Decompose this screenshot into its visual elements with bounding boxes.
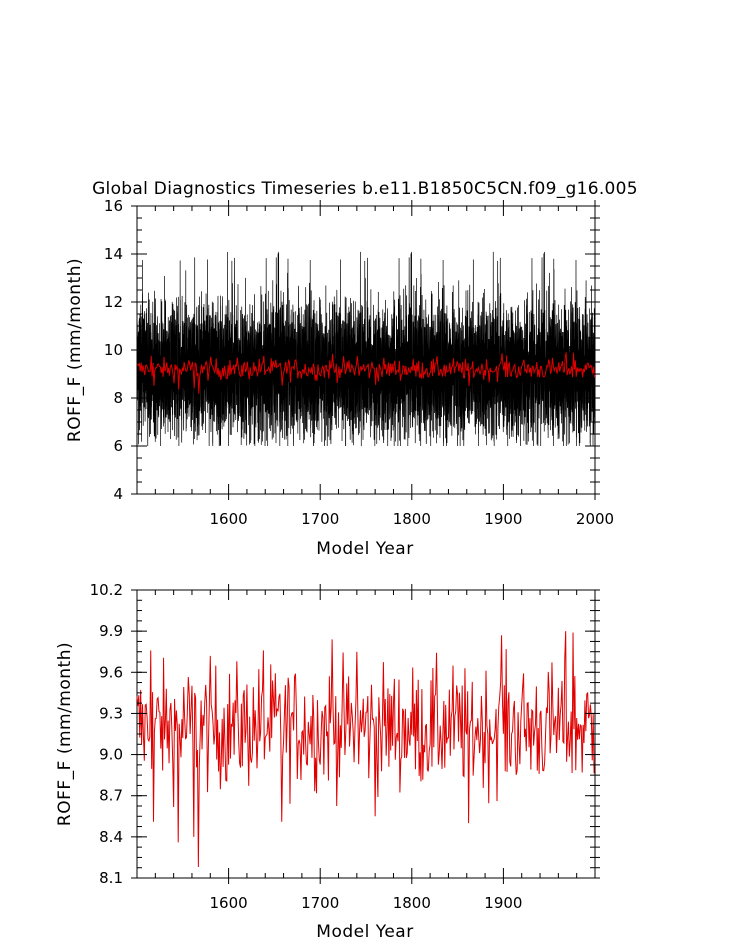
x-tick-label: 1600 [210, 894, 248, 912]
y-axis-ticks-bottom: 8.1 8.4 8.7 9.0 9.3 9.6 9.9 10.2 [90, 581, 600, 887]
y-tick-label: 9.9 [99, 622, 123, 640]
y-tick-label: 8.7 [99, 787, 123, 805]
y-tick-label: 9.3 [99, 704, 123, 722]
x-axis-ticks-bottom: 1600 1700 1800 1900 [136, 584, 596, 912]
monthly-series-path [136, 251, 596, 447]
timeseries-panel-bottom: 1600 1700 1800 1900 8.1 8.4 8.7 9.0 9.3 9.6 9.9 10… [55, 581, 600, 942]
y-tick-label: 9.0 [99, 746, 123, 764]
x-tick-label: 1800 [393, 894, 431, 912]
timeseries-panel-top: 1600 1700 1800 1900 2000 4 6 8 10 12 14 16 Model Y… [65, 197, 614, 559]
y-tick-label: 16 [104, 197, 123, 215]
x-tick-label: 1800 [393, 510, 431, 528]
x-tick-label: 1900 [484, 894, 522, 912]
y-tick-label: 8.4 [99, 828, 123, 846]
y-tick-label: 8.1 [99, 869, 123, 887]
y-tick-label: 8 [113, 389, 123, 407]
y-axis-ticks-top: 4 6 8 10 12 14 16 [104, 197, 600, 503]
y-axis-label-bottom: ROFF_F (mm/month) [55, 642, 75, 826]
x-tick-label: 1700 [301, 894, 339, 912]
y-tick-label: 6 [113, 437, 123, 455]
figure-title: Global Diagnostics Timeseries b.e11.B185… [92, 179, 638, 199]
x-tick-label: 1900 [484, 510, 522, 528]
x-axis-ticks-top: 1600 1700 1800 1900 2000 [136, 200, 614, 528]
annual-series-path [137, 352, 596, 394]
y-tick-label: 10 [104, 341, 123, 359]
y-axis-label-top: ROFF_F (mm/month) [65, 258, 85, 442]
annual-series-path-bottom [136, 631, 595, 868]
y-tick-label: 4 [113, 485, 123, 503]
y-tick-label: 12 [104, 293, 123, 311]
y-tick-label: 10.2 [90, 581, 123, 599]
x-tick-label: 2000 [576, 510, 614, 528]
x-axis-label-top: Model Year [316, 539, 413, 559]
series-monthly-line [136, 251, 596, 447]
x-axis-label-bottom: Model Year [316, 922, 413, 942]
y-tick-label: 14 [104, 245, 123, 263]
y-tick-label: 9.6 [99, 663, 123, 681]
series-annual-line [137, 352, 596, 394]
x-tick-label: 1700 [301, 510, 339, 528]
x-tick-label: 1600 [210, 510, 248, 528]
series-annual-line-bottom [136, 631, 595, 868]
